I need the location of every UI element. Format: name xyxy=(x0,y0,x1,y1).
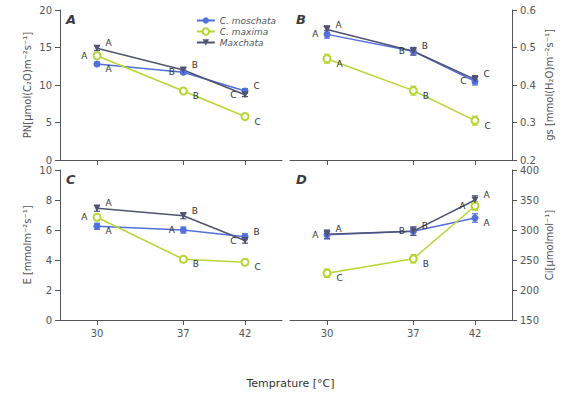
svg-text:B: B xyxy=(399,46,405,56)
svg-text:B: B xyxy=(423,259,429,269)
svg-text:0.6: 0.6 xyxy=(520,5,536,16)
svg-text:C: C xyxy=(66,172,76,187)
svg-text:150: 150 xyxy=(520,315,539,326)
svg-text:10: 10 xyxy=(39,165,52,176)
svg-text:8: 8 xyxy=(46,195,52,206)
svg-text:E [mmolm⁻²s⁻¹]: E [mmolm⁻²s⁻¹] xyxy=(22,205,33,284)
svg-text:10: 10 xyxy=(39,80,52,91)
svg-text:42: 42 xyxy=(469,328,482,339)
svg-text:C: C xyxy=(485,121,491,131)
svg-text:0.3: 0.3 xyxy=(520,117,536,128)
svg-text:gs [mmol(H₂O)m⁻²s⁻¹]: gs [mmol(H₂O)m⁻²s⁻¹] xyxy=(544,29,555,141)
svg-text:C: C xyxy=(255,117,261,127)
svg-text:0: 0 xyxy=(45,154,52,166)
svg-text:A: A xyxy=(106,64,113,74)
svg-text:A: A xyxy=(65,12,76,27)
svg-text:200: 200 xyxy=(520,285,539,296)
svg-text:4: 4 xyxy=(46,255,52,266)
svg-text:B: B xyxy=(422,41,428,51)
svg-text:A: A xyxy=(81,51,88,61)
svg-text:B: B xyxy=(192,60,198,70)
svg-text:B: B xyxy=(192,206,198,216)
svg-text:A: A xyxy=(312,29,319,39)
svg-text:0.5: 0.5 xyxy=(520,42,536,53)
svg-text:C: C xyxy=(460,76,466,86)
svg-text:A: A xyxy=(81,212,88,222)
svg-text:350: 350 xyxy=(520,195,539,206)
svg-text:250: 250 xyxy=(520,255,539,266)
svg-text:A: A xyxy=(484,218,491,228)
svg-text:B: B xyxy=(193,91,199,101)
svg-text:B: B xyxy=(254,227,260,237)
svg-text:C. maxima: C. maxima xyxy=(220,27,268,37)
svg-text:0.2: 0.2 xyxy=(520,154,536,166)
svg-text:400: 400 xyxy=(520,165,539,176)
svg-text:C: C xyxy=(230,236,236,246)
svg-text:20: 20 xyxy=(39,5,52,16)
svg-text:37: 37 xyxy=(407,328,420,339)
svg-text:300: 300 xyxy=(520,225,539,236)
svg-text:30: 30 xyxy=(91,328,104,339)
svg-text:C: C xyxy=(337,273,343,283)
svg-text:B: B xyxy=(169,67,175,77)
svg-text:C: C xyxy=(484,69,490,79)
svg-text:A: A xyxy=(169,225,176,235)
svg-text:C: C xyxy=(255,262,261,272)
svg-text:Ci[μmolmol⁻¹]: Ci[μmolmol⁻¹] xyxy=(544,210,555,281)
svg-text:A: A xyxy=(312,230,319,240)
svg-text:A: A xyxy=(106,226,113,236)
svg-text:C: C xyxy=(254,81,260,91)
svg-text:30: 30 xyxy=(321,328,334,339)
svg-text:A: A xyxy=(106,198,113,208)
svg-text:B: B xyxy=(399,226,405,236)
svg-text:A: A xyxy=(459,201,466,211)
svg-text:D: D xyxy=(296,172,307,187)
svg-text:37: 37 xyxy=(177,328,190,339)
svg-text:A: A xyxy=(106,38,113,48)
svg-text:0: 0 xyxy=(46,315,52,326)
svg-text:C: C xyxy=(230,90,236,100)
svg-text:Temprature [°C]: Temprature [°C] xyxy=(245,377,334,390)
svg-text:A: A xyxy=(336,20,343,30)
svg-text:2: 2 xyxy=(46,285,52,296)
svg-text:0.4: 0.4 xyxy=(520,80,536,91)
svg-text:A: A xyxy=(484,190,491,200)
svg-text:B: B xyxy=(193,259,199,269)
svg-text:15: 15 xyxy=(39,42,52,53)
svg-text:PN[μmol(C₂O)m⁻²s⁻¹]: PN[μmol(C₂O)m⁻²s⁻¹] xyxy=(22,32,33,139)
svg-text:5: 5 xyxy=(46,117,52,128)
svg-text:42: 42 xyxy=(239,328,252,339)
svg-text:A: A xyxy=(336,224,343,234)
svg-text:B: B xyxy=(423,91,429,101)
svg-text:B: B xyxy=(296,12,306,27)
svg-text:B: B xyxy=(422,221,428,231)
svg-text:Maxchata: Maxchata xyxy=(220,38,264,48)
svg-text:6: 6 xyxy=(46,225,52,236)
svg-text:A: A xyxy=(337,59,344,69)
svg-text:C. moschata: C. moschata xyxy=(220,16,276,26)
